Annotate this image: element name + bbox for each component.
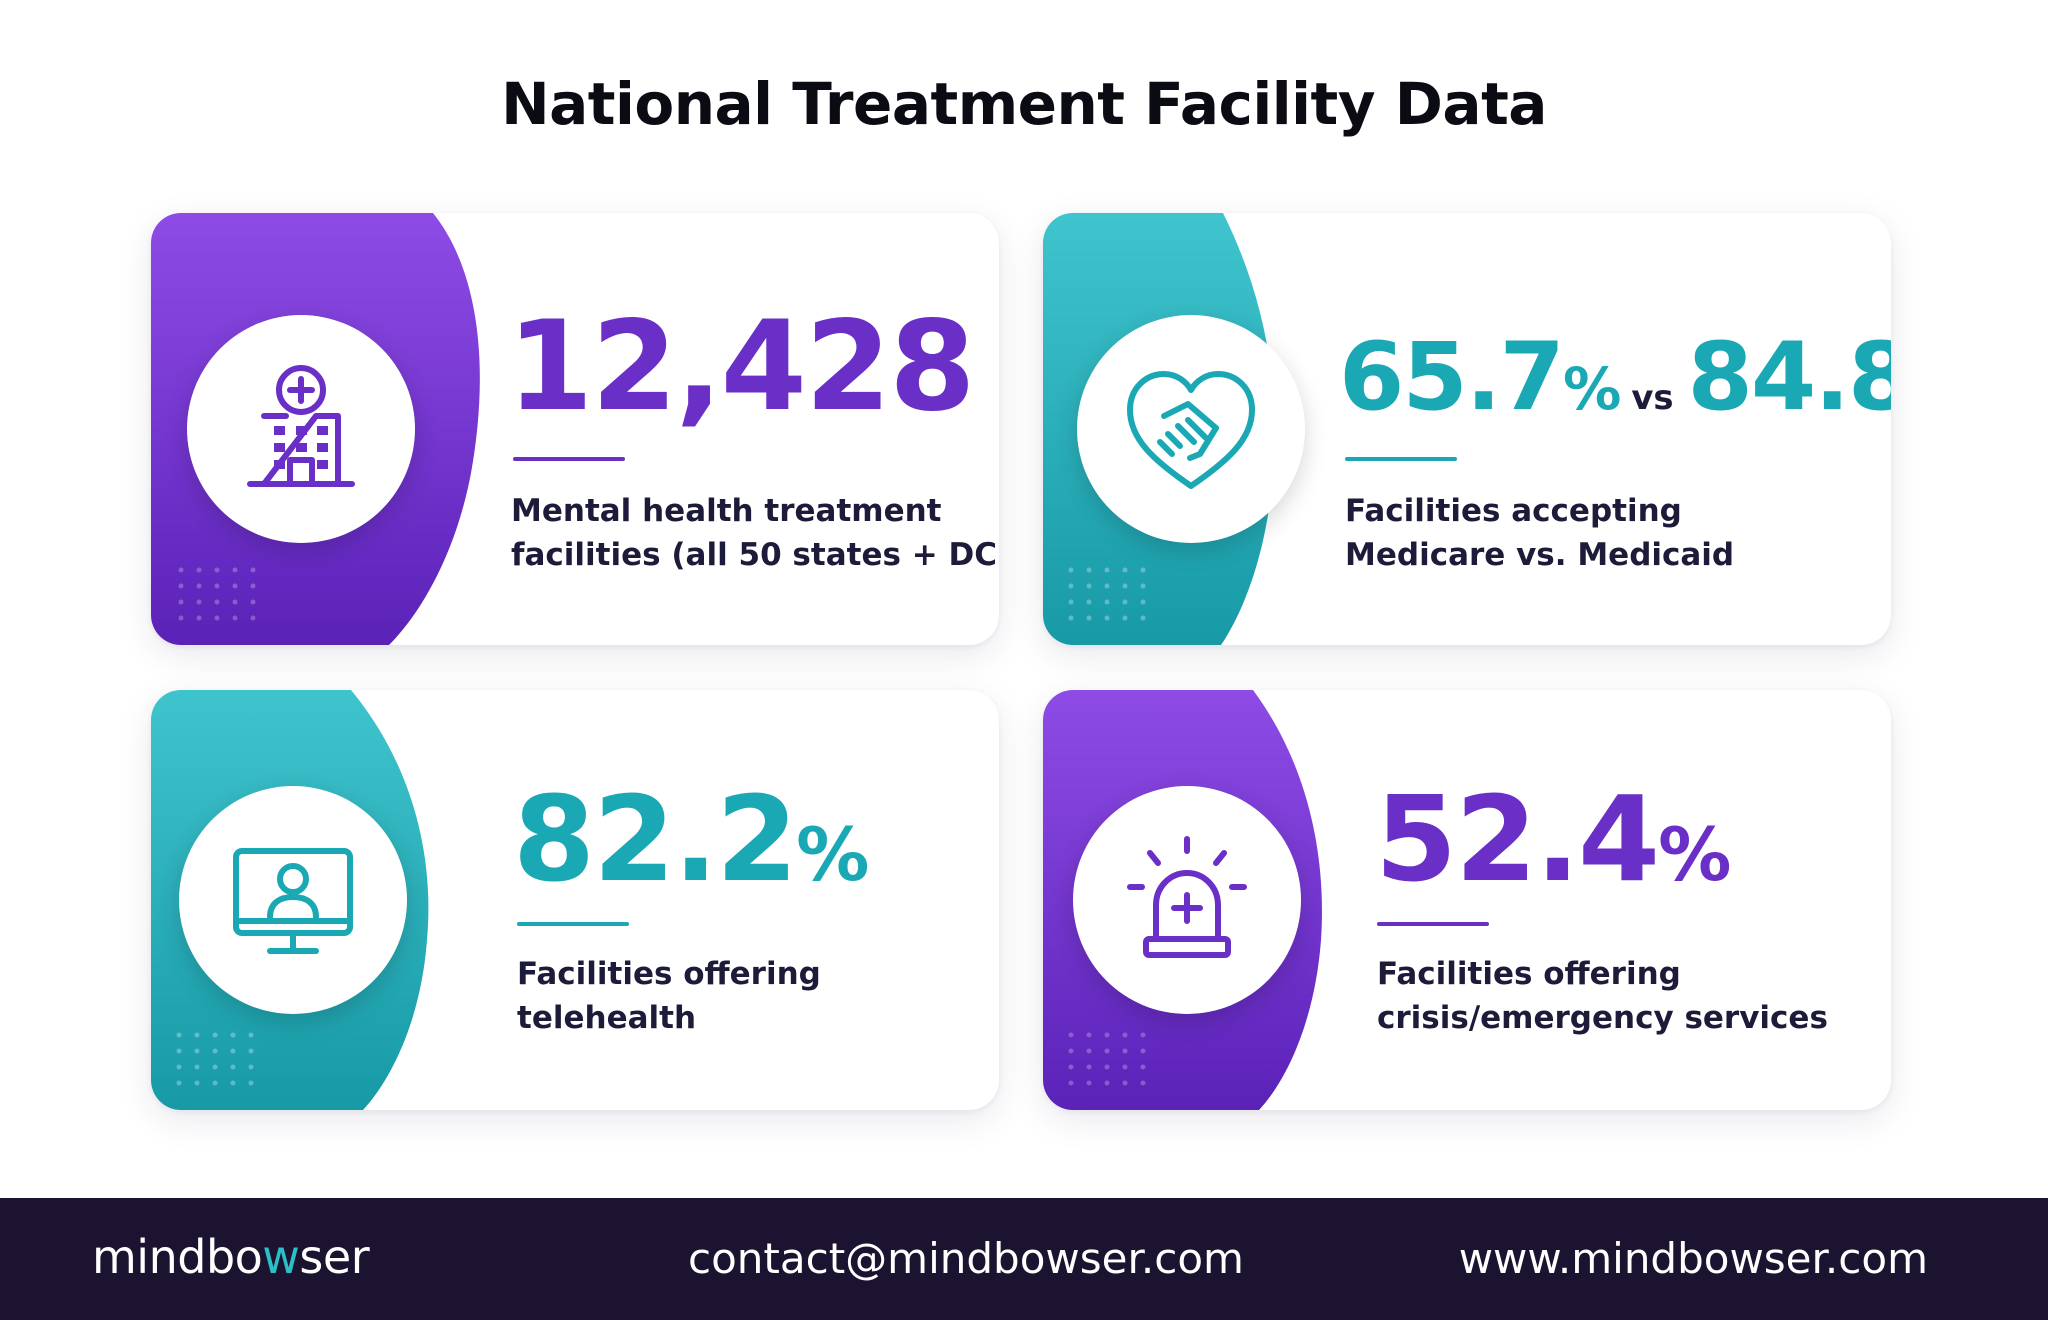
medicaid-value: 84.8 [1687, 323, 1891, 432]
icon-badge [179, 786, 407, 1014]
stat-value: 12,428 [507, 295, 976, 439]
stat-value: 82.2% [513, 770, 870, 908]
medicare-value: 65.7 [1339, 323, 1565, 432]
stat-card-facilities: 12,428 Mental health treatment facilitie… [151, 213, 999, 645]
page-title: National Treatment Facility Data [501, 70, 1547, 138]
value-underline [1377, 922, 1489, 926]
website-link[interactable]: www.mindbowser.com [1458, 1234, 1928, 1283]
stat-card-crisis-services: 52.4% Facilities offering crisis/emergen… [1043, 690, 1891, 1110]
icon-badge [1073, 786, 1301, 1014]
icon-badge [187, 315, 415, 543]
vs-separator: vs [1631, 378, 1674, 417]
stat-label: Facilities accepting Medicare vs. Medica… [1345, 493, 1735, 573]
emergency-siren-icon [1127, 836, 1247, 958]
medicare-unit: % [1562, 355, 1622, 423]
stat-label: Facilities offering crisis/emergency ser… [1377, 956, 1828, 1036]
brand-logo[interactable]: mindbowser [92, 1230, 370, 1284]
contact-email-link[interactable]: contact@mindbowser.com [688, 1234, 1244, 1283]
handshake-heart-icon [1127, 371, 1255, 489]
footer-bar: mindbowser contact@mindbowser.com www.mi… [0, 1198, 2048, 1320]
stat-label: Mental health treatment facilities (all … [511, 493, 999, 573]
hospital-icon [247, 365, 355, 487]
stat-card-telehealth: 82.2% Facilities offering telehealth [151, 690, 999, 1110]
icon-badge [1077, 315, 1305, 543]
value-underline [513, 457, 625, 461]
telehealth-monitor-icon [233, 848, 353, 954]
value-underline [1345, 457, 1457, 461]
stat-value: 52.4% [1375, 770, 1732, 908]
value-underline [517, 922, 629, 926]
stat-label: Facilities offering telehealth [517, 956, 821, 1036]
